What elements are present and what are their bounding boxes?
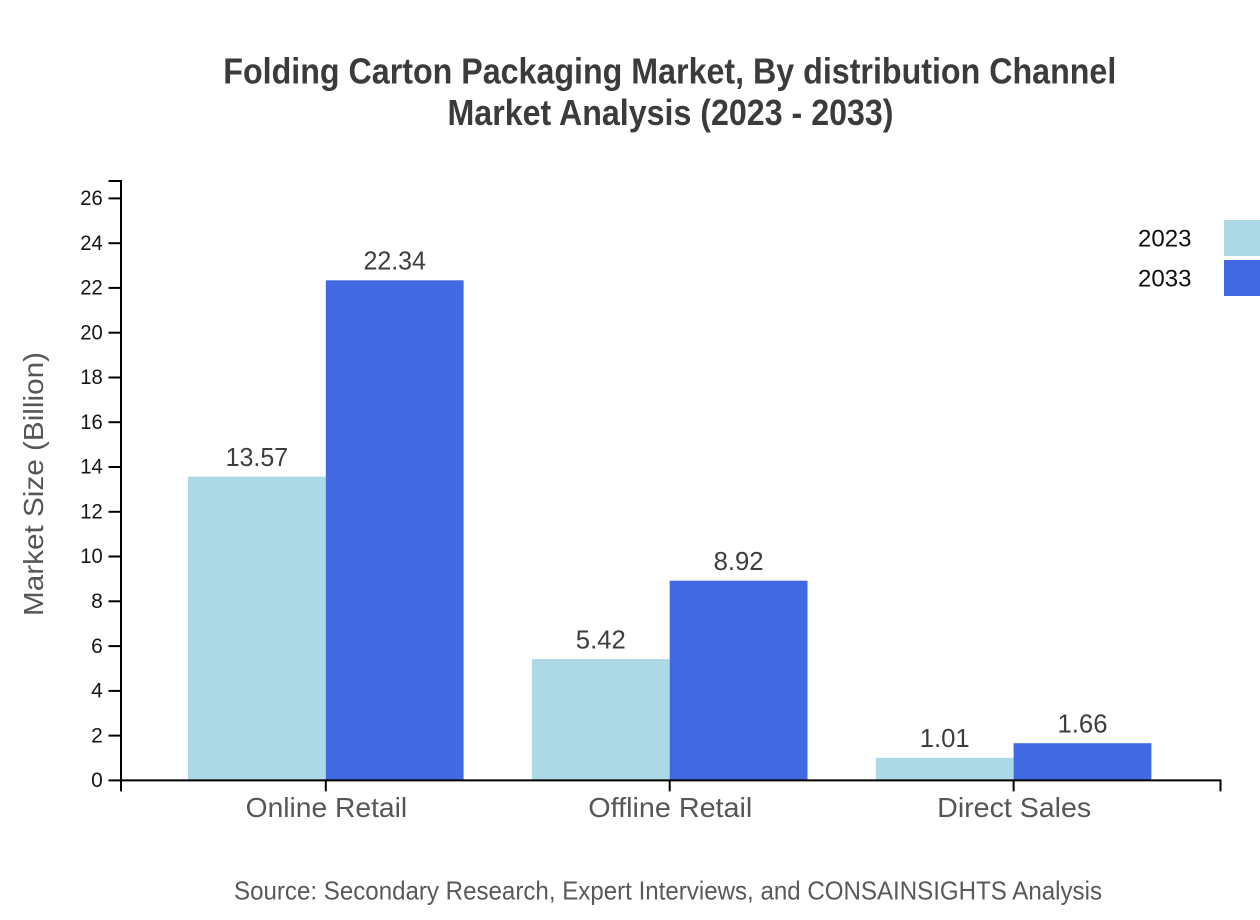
svg-text:5.42: 5.42 <box>576 624 626 654</box>
svg-text:2: 2 <box>91 724 103 747</box>
svg-text:Source: Secondary Research, Ex: Source: Secondary Research, Expert Inter… <box>234 875 1102 905</box>
svg-text:12: 12 <box>80 501 103 524</box>
svg-text:1.66: 1.66 <box>1058 708 1108 738</box>
svg-text:2033: 2033 <box>1138 266 1192 293</box>
svg-text:Market Size (Billion): Market Size (Billion) <box>18 352 49 616</box>
svg-text:22: 22 <box>80 277 103 300</box>
svg-text:18: 18 <box>80 366 103 389</box>
svg-text:1.01: 1.01 <box>920 723 970 753</box>
svg-text:20: 20 <box>80 321 103 344</box>
svg-text:2023: 2023 <box>1138 226 1192 253</box>
svg-text:Online Retail: Online Retail <box>246 792 408 823</box>
svg-text:13.57: 13.57 <box>226 442 289 472</box>
svg-text:10: 10 <box>80 545 103 568</box>
svg-text:24: 24 <box>80 232 103 255</box>
svg-text:6: 6 <box>91 635 103 658</box>
svg-text:Offline Retail: Offline Retail <box>588 792 752 823</box>
svg-text:22.34: 22.34 <box>363 246 426 276</box>
svg-text:16: 16 <box>80 411 103 434</box>
svg-text:Direct Sales: Direct Sales <box>937 792 1091 823</box>
svg-text:8.92: 8.92 <box>714 546 764 576</box>
svg-text:8: 8 <box>91 590 103 613</box>
svg-text:Folding Carton Packaging Marke: Folding Carton Packaging Market, By dist… <box>223 51 1116 92</box>
svg-text:0: 0 <box>91 769 103 792</box>
svg-text:26: 26 <box>80 187 103 210</box>
svg-text:14: 14 <box>80 456 103 479</box>
svg-text:Market Analysis (2023 - 2033): Market Analysis (2023 - 2033) <box>448 92 894 133</box>
svg-text:4: 4 <box>91 680 103 703</box>
